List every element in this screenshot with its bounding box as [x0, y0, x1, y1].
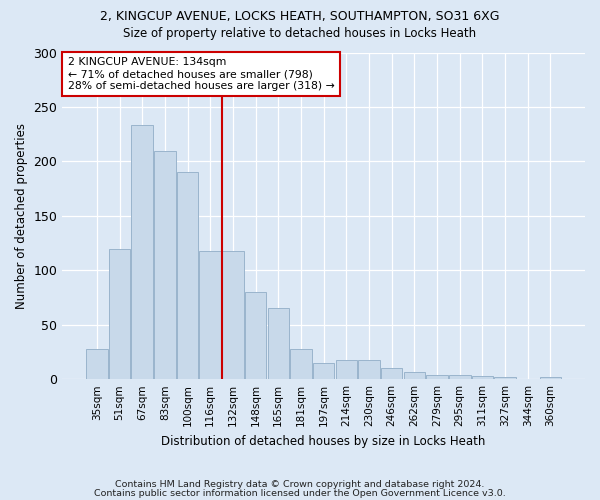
Bar — [472, 376, 493, 379]
Bar — [131, 126, 153, 379]
Bar — [449, 375, 470, 379]
Text: Contains public sector information licensed under the Open Government Licence v3: Contains public sector information licen… — [94, 489, 506, 498]
X-axis label: Distribution of detached houses by size in Locks Heath: Distribution of detached houses by size … — [161, 434, 486, 448]
Bar — [539, 377, 561, 379]
Bar — [222, 250, 244, 379]
Bar — [268, 308, 289, 379]
Bar — [381, 368, 403, 379]
Bar — [154, 150, 176, 379]
Text: 2 KINGCUP AVENUE: 134sqm
← 71% of detached houses are smaller (798)
28% of semi-: 2 KINGCUP AVENUE: 134sqm ← 71% of detach… — [68, 58, 334, 90]
Bar — [199, 250, 221, 379]
Bar — [290, 348, 312, 379]
Bar — [426, 375, 448, 379]
Text: 2, KINGCUP AVENUE, LOCKS HEATH, SOUTHAMPTON, SO31 6XG: 2, KINGCUP AVENUE, LOCKS HEATH, SOUTHAMP… — [100, 10, 500, 23]
Bar — [177, 172, 199, 379]
Text: Size of property relative to detached houses in Locks Heath: Size of property relative to detached ho… — [124, 28, 476, 40]
Bar — [358, 360, 380, 379]
Bar — [335, 360, 357, 379]
Bar — [313, 363, 334, 379]
Y-axis label: Number of detached properties: Number of detached properties — [15, 123, 28, 309]
Bar — [494, 377, 516, 379]
Text: Contains HM Land Registry data © Crown copyright and database right 2024.: Contains HM Land Registry data © Crown c… — [115, 480, 485, 489]
Bar — [86, 348, 107, 379]
Bar — [245, 292, 266, 379]
Bar — [109, 248, 130, 379]
Bar — [404, 372, 425, 379]
